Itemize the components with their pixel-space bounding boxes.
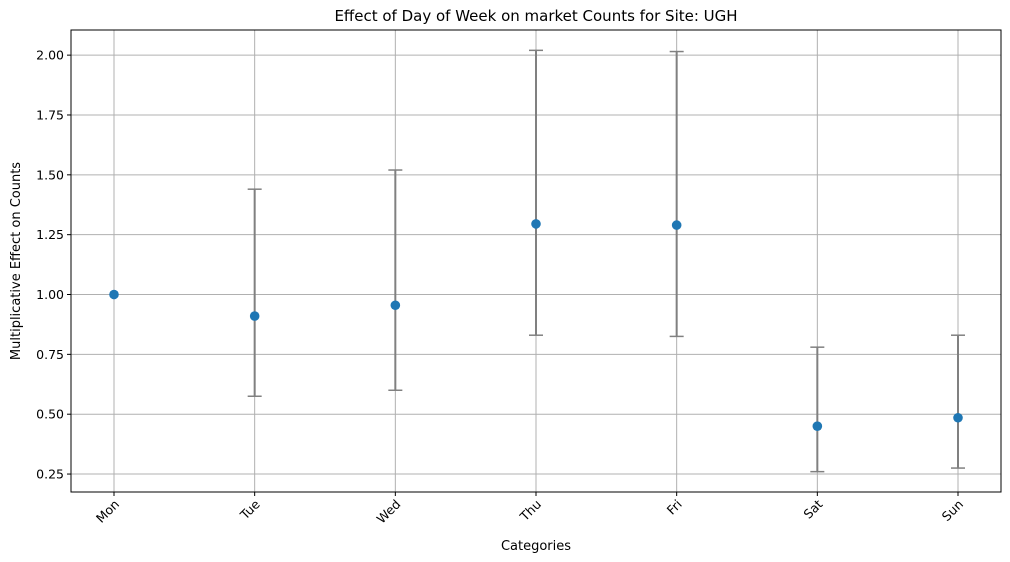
y-axis: 0.25 0.50 0.75 1.00 1.25 1.50 1.75 2.00 — [36, 48, 71, 482]
data-point — [249, 311, 260, 321]
y-tick-label: 1.00 — [36, 287, 64, 302]
x-tick-label: Sat — [800, 496, 825, 521]
data-point — [953, 412, 963, 423]
y-tick-label: 1.50 — [36, 167, 64, 182]
y-tick-label: 0.25 — [36, 467, 64, 482]
y-tick-label: 0.75 — [36, 347, 64, 362]
x-tick-label: Thu — [516, 497, 544, 525]
chart-title: Effect of Day of Week on market Counts f… — [334, 7, 737, 25]
y-axis-label: Multiplicative Effect on Counts — [9, 162, 24, 360]
x-axis-label: Categories — [501, 539, 571, 554]
x-tick-label: Tue — [236, 496, 263, 523]
data-point — [671, 220, 682, 230]
data-point — [812, 421, 823, 431]
x-tick-label: Mon — [93, 497, 122, 526]
data-point — [531, 219, 541, 229]
y-tick-label: 0.50 — [36, 407, 64, 422]
data-layer — [109, 49, 965, 473]
x-tick-label: Sun — [939, 497, 966, 524]
data-point — [109, 289, 119, 300]
data-point — [390, 300, 401, 311]
y-tick-label: 2.00 — [36, 48, 64, 63]
x-tick-label: Fri — [664, 497, 685, 518]
x-axis: Mon Tue Wed Thu Fri Sat Sun — [93, 492, 966, 526]
x-tick-label: Wed — [374, 497, 404, 527]
y-tick-label: 1.25 — [36, 227, 64, 242]
y-tick-label: 1.75 — [36, 107, 64, 122]
